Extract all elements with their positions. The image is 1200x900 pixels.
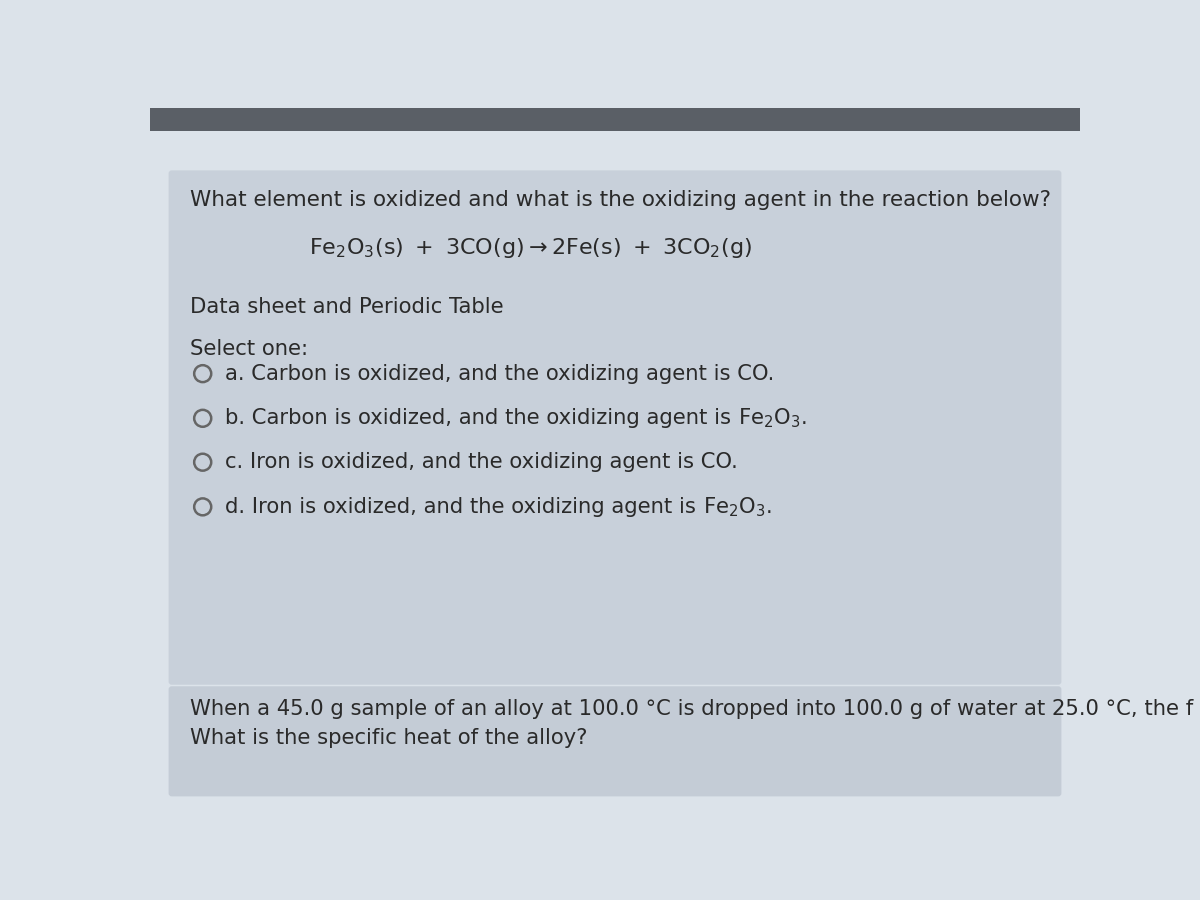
Text: d. Iron is oxidized, and the oxidizing agent is: d. Iron is oxidized, and the oxidizing a…: [226, 497, 703, 517]
Text: $\mathregular{Fe_2O_3}$.: $\mathregular{Fe_2O_3}$.: [738, 407, 806, 430]
Text: $\mathregular{Fe_2O_3(s)\ +\ 3CO(g){\rightarrow}2Fe(s)\ +\ 3CO_2(g)}$: $\mathregular{Fe_2O_3(s)\ +\ 3CO(g){\rig…: [308, 236, 752, 260]
Text: b. Carbon is oxidized, and the oxidizing agent is: b. Carbon is oxidized, and the oxidizing…: [226, 409, 738, 428]
Text: a. Carbon is oxidized, and the oxidizing agent is CO.: a. Carbon is oxidized, and the oxidizing…: [226, 364, 774, 383]
Text: When a 45.0 g sample of an alloy at 100.0 °C is dropped into 100.0 g of water at: When a 45.0 g sample of an alloy at 100.…: [191, 698, 1194, 718]
Text: c. Iron is oxidized, and the oxidizing agent is CO.: c. Iron is oxidized, and the oxidizing a…: [226, 452, 738, 472]
FancyBboxPatch shape: [168, 170, 1062, 685]
Bar: [150, 108, 1080, 131]
Text: What element is oxidized and what is the oxidizing agent in the reaction below?: What element is oxidized and what is the…: [191, 191, 1051, 211]
Text: Select one:: Select one:: [191, 339, 308, 359]
FancyBboxPatch shape: [168, 687, 1062, 796]
Text: What is the specific heat of the alloy?: What is the specific heat of the alloy?: [191, 728, 588, 748]
Text: $\mathregular{Fe_2O_3}$.: $\mathregular{Fe_2O_3}$.: [703, 495, 772, 518]
Text: Data sheet and Periodic Table: Data sheet and Periodic Table: [191, 297, 504, 317]
